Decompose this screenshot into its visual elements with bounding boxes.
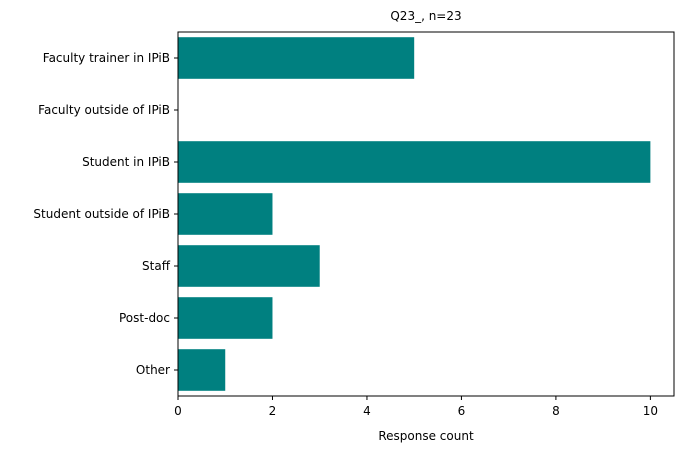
bars-group [178,37,651,391]
y-tick-label: Post-doc [119,311,170,325]
y-tick-label: Staff [142,259,171,273]
y-axis: Faculty trainer in IPiB Faculty outside o… [33,51,178,377]
x-axis: 0 2 4 6 8 10 [174,396,658,418]
x-tick-label: 10 [643,404,658,418]
x-tick-label: 4 [363,404,371,418]
x-tick-label: 2 [269,404,277,418]
bar [178,297,273,339]
bar [178,245,320,287]
x-tick-label: 6 [458,404,466,418]
y-tick-label: Other [136,363,170,377]
bar [178,349,226,391]
bar [178,37,415,79]
y-tick-label: Student in IPiB [82,155,170,169]
bar [178,141,651,183]
x-tick-label: 0 [174,404,182,418]
y-tick-label: Faculty trainer in IPiB [43,51,170,65]
y-tick-label: Faculty outside of IPiB [38,103,170,117]
y-tick-label: Student outside of IPiB [33,207,170,221]
bar [178,193,273,235]
x-tick-label: 8 [552,404,560,418]
chart-title: Q23_, n=23 [390,9,461,23]
x-axis-label: Response count [378,429,474,443]
plot-frame [177,31,675,397]
